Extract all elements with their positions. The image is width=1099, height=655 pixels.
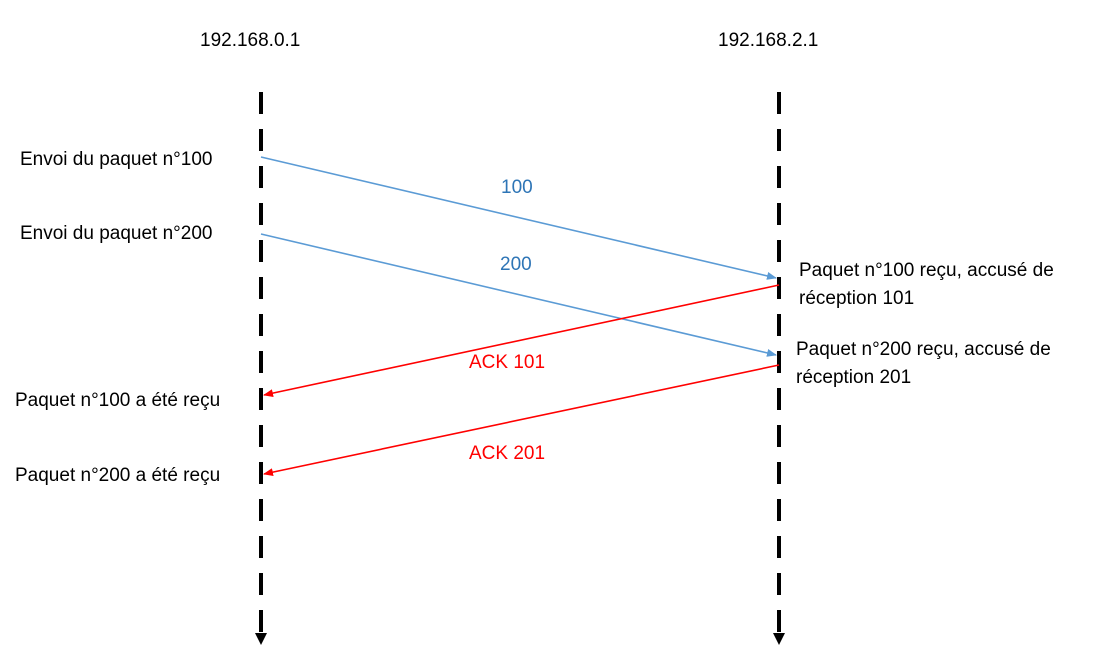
- recv-200-line2: réception 201: [796, 367, 912, 388]
- packet-100-arrow: [260, 156, 777, 280]
- packet-100-label: 100: [501, 177, 533, 198]
- packet-200-arrow: [260, 233, 777, 357]
- recv-100-line2: réception 101: [799, 288, 915, 309]
- timeline-left-arrowhead: [255, 633, 267, 645]
- ack-201-arrow: [263, 364, 780, 477]
- recv-100-line1: Paquet n°100 reçu, accusé de: [799, 260, 1054, 281]
- timeline-right-arrowhead: [773, 633, 785, 645]
- recv-200-line1: Paquet n°200 reçu, accusé de: [796, 339, 1051, 360]
- ack-201-label: ACK 201: [469, 443, 546, 464]
- ack-200-received-label: Paquet n°200 a été reçu: [15, 465, 221, 486]
- packet-200-label: 200: [500, 254, 532, 275]
- ack-101-label: ACK 101: [469, 352, 546, 373]
- host-left-label: 192.168.0.1: [200, 30, 301, 51]
- ack-100-received-label: Paquet n°100 a été reçu: [15, 390, 221, 411]
- send-200-label: Envoi du paquet n°200: [20, 223, 213, 244]
- ack-101-arrow: [263, 284, 780, 398]
- host-right-label: 192.168.2.1: [718, 30, 819, 51]
- send-100-label: Envoi du paquet n°100: [20, 149, 213, 170]
